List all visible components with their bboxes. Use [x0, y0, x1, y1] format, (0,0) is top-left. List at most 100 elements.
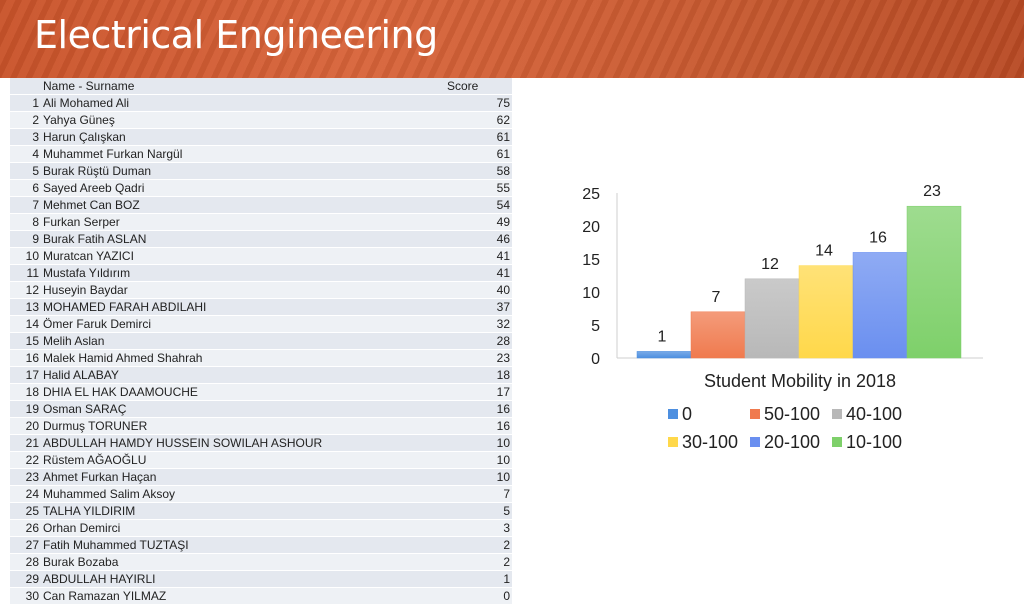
- student-score: 46: [445, 230, 512, 248]
- student-name: TALHA YILDIRIM: [41, 502, 445, 520]
- student-name: Mehmet Can BOZ: [41, 196, 445, 214]
- legend-label: 20-100: [764, 431, 821, 452]
- student-name: Burak Fatih ASLAN: [41, 230, 445, 248]
- row-number: 23: [10, 468, 41, 486]
- student-score: 7: [445, 485, 512, 503]
- table-row: 14 Ömer Faruk Demirci 32: [10, 315, 512, 333]
- table-header-row: Name - Surname Score: [10, 78, 512, 95]
- legend-item: 30-100: [668, 432, 746, 453]
- bar-20-100: [852, 252, 908, 359]
- row-number: 26: [10, 519, 41, 537]
- row-number: 10: [10, 247, 41, 265]
- student-score: 32: [445, 315, 512, 333]
- bar-value-label: 12: [761, 256, 779, 273]
- score-table-container: Name - Surname Score 1 Ali Mohamed Ali 75 2…: [10, 78, 512, 605]
- student-score: 58: [445, 162, 512, 180]
- header-banner: Electrical Engineering: [0, 0, 1024, 78]
- student-score: 5: [445, 502, 512, 520]
- student-name: Durmuş TORUNER: [41, 417, 445, 435]
- name-column-header: Name - Surname: [41, 78, 445, 95]
- table-row: 12 Huseyin Baydar 40: [10, 281, 512, 299]
- table-row: 11 Mustafa Yıldırım 41: [10, 264, 512, 282]
- chart-legend: 0 50-100 40-100 30-100 20-100 10-100: [668, 400, 1008, 456]
- y-tick-label: 0: [591, 351, 600, 368]
- table-row: 23 Ahmet Furkan Haçan 10: [10, 468, 512, 486]
- student-name: Orhan Demirci: [41, 519, 445, 537]
- student-name: Ali Mohamed Ali: [41, 94, 445, 112]
- student-name: Melih Aslan: [41, 332, 445, 350]
- student-score: 3: [445, 519, 512, 537]
- student-name: Muratcan YAZICI: [41, 247, 445, 265]
- table-row: 2 Yahya Güneş 62: [10, 111, 512, 129]
- y-tick-label: 15: [582, 252, 600, 269]
- student-name: MOHAMED FARAH ABDILAHI: [41, 298, 445, 316]
- student-score: 61: [445, 128, 512, 146]
- y-tick-label: 25: [582, 186, 600, 203]
- y-tick-label: 20: [582, 219, 600, 236]
- table-row: 16 Malek Hamid Ahmed Shahrah 23: [10, 349, 512, 367]
- legend-swatch: [750, 437, 760, 447]
- legend-label: 50-100: [764, 403, 821, 424]
- student-name: Muhammed Salim Aksoy: [41, 485, 445, 503]
- student-name: DHIA EL HAK DAAMOUCHE: [41, 383, 445, 401]
- student-name: Osman SARAÇ: [41, 400, 445, 418]
- legend-swatch: [668, 437, 678, 447]
- table-row: 25 TALHA YILDIRIM 5: [10, 502, 512, 520]
- row-number: 27: [10, 536, 41, 554]
- bar-value-label: 16: [869, 229, 887, 246]
- legend-item: 20-100: [750, 432, 828, 453]
- student-score: 2: [445, 553, 512, 571]
- student-score: 1: [445, 570, 512, 588]
- student-score: 61: [445, 145, 512, 163]
- score-table: Name - Surname Score 1 Ali Mohamed Ali 75 2…: [10, 78, 512, 605]
- student-mobility-chart: 0 5 10 15 20 25 1 7 12 14 16 23 Student Mobility in …: [582, 183, 983, 391]
- page-title: Electrical Engineering: [34, 13, 438, 57]
- y-tick-label: 5: [591, 318, 600, 335]
- legend-swatch: [668, 409, 678, 419]
- legend-label: 40-100: [846, 403, 903, 424]
- table-row: 3 Harun Çalışkan 61: [10, 128, 512, 146]
- student-name: Muhammet Furkan Nargül: [41, 145, 445, 163]
- student-score: 54: [445, 196, 512, 214]
- row-number: 20: [10, 417, 41, 435]
- table-row: 19 Osman SARAÇ 16: [10, 400, 512, 418]
- legend-row: 0 50-100 40-100: [668, 400, 1008, 428]
- student-name: Malek Hamid Ahmed Shahrah: [41, 349, 445, 367]
- row-number: 9: [10, 230, 41, 248]
- row-number: 25: [10, 502, 41, 520]
- table-row: 17 Halid ALABAY 18: [10, 366, 512, 384]
- row-number: 24: [10, 485, 41, 503]
- student-score: 18: [445, 366, 512, 384]
- bar-value-label: 23: [923, 183, 941, 200]
- table-row: 24 Muhammed Salim Aksoy 7: [10, 485, 512, 503]
- bar-30-100: [798, 265, 854, 359]
- table-row: 4 Muhammet Furkan Nargül 61: [10, 145, 512, 163]
- student-name: Halid ALABAY: [41, 366, 445, 384]
- legend-label: 0: [682, 403, 693, 424]
- student-name: Huseyin Baydar: [41, 281, 445, 299]
- bar-value-label: 14: [815, 243, 833, 260]
- row-number: 15: [10, 332, 41, 350]
- table-row: 27 Fatih Muhammed TUZTAŞI 2: [10, 536, 512, 554]
- student-score: 40: [445, 281, 512, 299]
- row-number: 11: [10, 264, 41, 282]
- table-row: 1 Ali Mohamed Ali 75: [10, 94, 512, 112]
- bar-10-100: [906, 205, 962, 359]
- number-column-header: [10, 78, 41, 95]
- student-score: 62: [445, 111, 512, 129]
- table-row: 15 Melih Aslan 28: [10, 332, 512, 350]
- student-score: 41: [445, 264, 512, 282]
- student-name: Furkan Serper: [41, 213, 445, 231]
- student-name: ABDULLAH HAMDY HUSSEIN SOWILAH ASHOUR: [41, 434, 445, 452]
- student-score: 17: [445, 383, 512, 401]
- table-row: 6 Sayed Areeb Qadri 55: [10, 179, 512, 197]
- legend-item: 10-100: [832, 432, 902, 453]
- student-name: Can Ramazan YILMAZ: [41, 587, 445, 605]
- student-score: 16: [445, 417, 512, 435]
- table-body: 1 Ali Mohamed Ali 75 2 Yahya Güneş 62 3 Harun Ç…: [10, 94, 512, 605]
- student-score: 55: [445, 179, 512, 197]
- table-row: 10 Muratcan YAZICI 41: [10, 247, 512, 265]
- row-number: 16: [10, 349, 41, 367]
- row-number: 5: [10, 162, 41, 180]
- bar-40-100: [744, 278, 800, 359]
